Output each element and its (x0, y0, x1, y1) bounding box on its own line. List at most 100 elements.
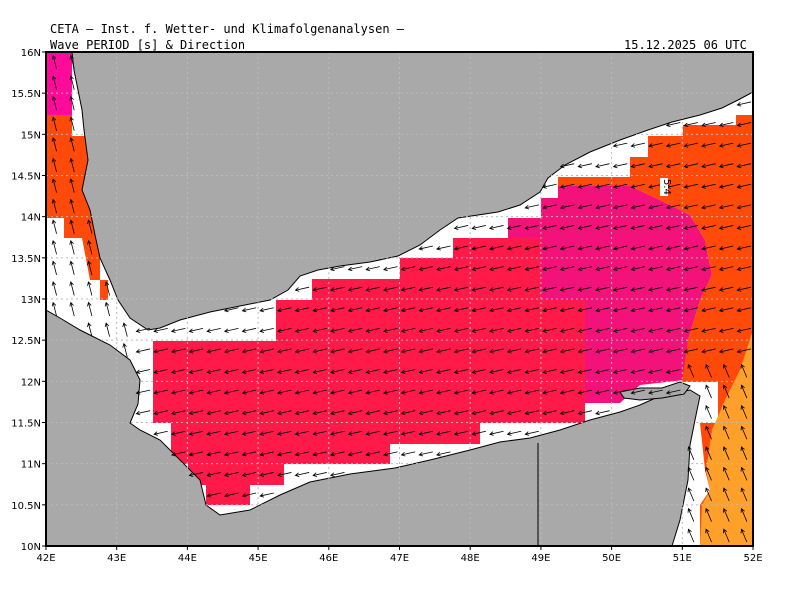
direction-arrow (329, 430, 345, 436)
direction-arrow (701, 307, 716, 313)
direction-arrow (665, 327, 681, 333)
direction-arrow (736, 183, 752, 189)
direction-arrow (506, 286, 522, 292)
direction-arrow (471, 369, 486, 375)
direction-arrow (276, 369, 292, 375)
direction-arrow (418, 286, 433, 292)
direction-arrow (506, 225, 522, 230)
direction-arrow (630, 327, 646, 333)
direction-arrow (87, 239, 93, 255)
direction-arrow (436, 307, 451, 313)
direction-arrow (718, 183, 734, 189)
land-socotra (619, 381, 691, 401)
direction-arrow (648, 348, 663, 354)
direction-arrow (436, 369, 451, 375)
direction-arrow (683, 142, 699, 148)
direction-arrow (69, 301, 75, 317)
direction-arrow (188, 430, 204, 436)
direction-arrow (69, 137, 75, 152)
direction-arrow (630, 348, 646, 354)
direction-arrow (436, 410, 451, 416)
direction-arrow (241, 327, 257, 333)
direction-arrow (51, 178, 57, 193)
direction-arrow (489, 225, 504, 230)
direction-arrow (436, 266, 451, 272)
direction-arrow (701, 122, 716, 128)
x-tick-label: 50E (602, 553, 621, 564)
direction-arrow (241, 472, 257, 477)
direction-arrow (648, 142, 663, 148)
direction-arrow (51, 137, 57, 152)
direction-arrow (718, 327, 734, 333)
direction-arrow (329, 307, 345, 313)
direction-arrow (740, 425, 748, 440)
y-tick-label: 13N (21, 295, 41, 306)
direction-arrow (347, 410, 363, 416)
direction-arrow (542, 286, 557, 292)
direction-arrow (312, 430, 327, 436)
direction-arrow (542, 225, 557, 230)
direction-arrow (701, 225, 716, 230)
direction-arrow (347, 451, 363, 457)
direction-arrow (365, 307, 380, 313)
direction-arrow (312, 410, 327, 416)
direction-arrow (365, 410, 380, 416)
y-tick-label: 14N (21, 213, 41, 224)
direction-arrow (542, 389, 557, 395)
direction-arrow (365, 266, 380, 272)
direction-arrow (722, 487, 730, 502)
direction-arrow (276, 410, 292, 416)
direction-arrow (683, 286, 699, 292)
direction-arrow (577, 327, 593, 333)
direction-arrow (542, 410, 557, 416)
direction-arrow (718, 142, 734, 148)
direction-arrow (294, 327, 310, 333)
direction-arrow (577, 163, 593, 169)
direction-arrow (683, 266, 699, 272)
direction-arrow (506, 369, 522, 375)
direction-arrow (436, 286, 451, 292)
direction-arrow (595, 369, 610, 375)
direction-arrow (577, 204, 593, 210)
valid-time: 15.12.2025 06 UTC (624, 38, 747, 52)
direction-arrow (701, 348, 716, 354)
direction-arrow (188, 369, 204, 375)
direction-arrow (542, 245, 557, 251)
direction-arrow (577, 245, 593, 251)
direction-arrow (687, 363, 695, 378)
direction-arrow (383, 348, 398, 354)
direction-arrow (223, 492, 239, 498)
direction-arrow (683, 122, 699, 128)
x-tick-label: 42E (36, 553, 55, 564)
direction-arrow (489, 410, 504, 416)
direction-arrow (577, 266, 593, 272)
direction-arrow (489, 348, 504, 354)
direction-arrow (87, 260, 93, 276)
direction-arrow (400, 410, 416, 416)
direction-arrow (453, 369, 469, 375)
direction-arrow (294, 410, 310, 416)
direction-arrow (595, 327, 610, 333)
direction-arrow (577, 369, 593, 375)
direction-arrow (722, 528, 730, 543)
direction-arrow (122, 342, 128, 358)
direction-arrow (312, 472, 327, 477)
direction-arrow (400, 430, 416, 436)
direction-arrow (418, 266, 433, 272)
direction-arrow (276, 327, 292, 333)
direction-arrow (294, 307, 310, 313)
direction-arrow (347, 307, 363, 313)
direction-arrow (259, 307, 274, 313)
direction-arrow (648, 245, 663, 251)
direction-arrow (365, 451, 380, 457)
direction-arrow (436, 327, 451, 333)
direction-arrow (701, 327, 716, 333)
direction-arrow (683, 307, 699, 313)
direction-arrow (665, 245, 681, 251)
direction-arrow (329, 369, 345, 375)
direction-arrow (135, 327, 151, 333)
direction-arrow (453, 245, 469, 251)
direction-arrow (612, 245, 628, 251)
direction-arrow (736, 307, 752, 313)
land-africa (46, 309, 701, 546)
